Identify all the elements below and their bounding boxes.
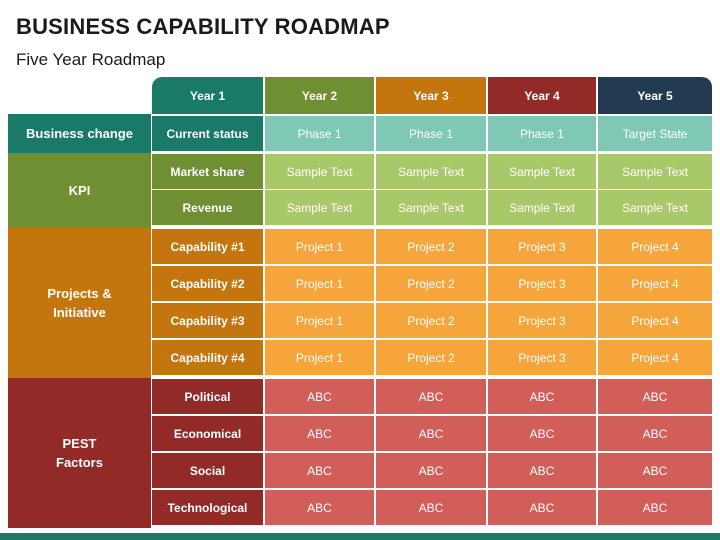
category-business-change: Business change <box>8 114 151 153</box>
cell-revenue-y2: Sample Text <box>265 190 374 225</box>
category-kpi: KPI <box>8 153 151 228</box>
cell-social-y3: ABC <box>376 453 486 488</box>
cell-market-share-y2: Sample Text <box>265 154 374 189</box>
cell-social-y4: ABC <box>488 453 596 488</box>
cell-capability-1-y2: Project 1 <box>265 229 374 264</box>
cell-political-y2: ABC <box>265 379 374 414</box>
year-5-header: Year 5 <box>598 77 712 114</box>
year-4-header: Year 4 <box>488 77 596 114</box>
cell-technological-y5: ABC <box>598 490 712 525</box>
row-label-capability-3: Capability #3 <box>152 303 263 338</box>
cell-capability-3-y4: Project 3 <box>488 303 596 338</box>
row-label-capability-4: Capability #4 <box>152 340 263 375</box>
row-label-current-status: Current status <box>152 116 263 151</box>
row-label-political: Political <box>152 379 263 414</box>
row-label-social: Social <box>152 453 263 488</box>
category-pest-factors: PEST Factors <box>8 378 151 528</box>
cell-capability-3-y5: Project 4 <box>598 303 712 338</box>
cell-economical-y4: ABC <box>488 416 596 451</box>
cell-political-y3: ABC <box>376 379 486 414</box>
cell-technological-y2: ABC <box>265 490 374 525</box>
cell-market-share-y5: Sample Text <box>598 154 712 189</box>
row-label-technological: Technological <box>152 490 263 525</box>
cell-political-y5: ABC <box>598 379 712 414</box>
cell-capability-2-y4: Project 3 <box>488 266 596 301</box>
cell-capability-4-y5: Project 4 <box>598 340 712 375</box>
slide-subtitle: Five Year Roadmap <box>16 50 166 69</box>
bottom-accent-bar <box>0 533 720 540</box>
year-1-header: Year 1 <box>152 77 263 114</box>
cell-technological-y4: ABC <box>488 490 596 525</box>
cell-current-status-y2: Phase 1 <box>265 116 374 151</box>
cell-revenue-y4: Sample Text <box>488 190 596 225</box>
cell-revenue-y5: Sample Text <box>598 190 712 225</box>
row-label-capability-2: Capability #2 <box>152 266 263 301</box>
cell-political-y4: ABC <box>488 379 596 414</box>
cell-capability-4-y3: Project 2 <box>376 340 486 375</box>
cell-capability-3-y3: Project 2 <box>376 303 486 338</box>
year-2-header: Year 2 <box>265 77 374 114</box>
row-label-capability-1: Capability #1 <box>152 229 263 264</box>
slide-title: BUSINESS CAPABILITY ROADMAP <box>16 14 390 39</box>
category-projects-initiative: Projects & Initiative <box>8 228 151 378</box>
cell-capability-3-y2: Project 1 <box>265 303 374 338</box>
cell-social-y5: ABC <box>598 453 712 488</box>
cell-capability-4-y4: Project 3 <box>488 340 596 375</box>
year-3-header: Year 3 <box>376 77 486 114</box>
cell-economical-y2: ABC <box>265 416 374 451</box>
cell-capability-4-y2: Project 1 <box>265 340 374 375</box>
cell-technological-y3: ABC <box>376 490 486 525</box>
cell-capability-1-y4: Project 3 <box>488 229 596 264</box>
row-label-economical: Economical <box>152 416 263 451</box>
cell-revenue-y3: Sample Text <box>376 190 486 225</box>
row-label-revenue: Revenue <box>152 190 263 225</box>
cell-capability-2-y2: Project 1 <box>265 266 374 301</box>
cell-current-status-y5: Target State <box>598 116 712 151</box>
cell-market-share-y3: Sample Text <box>376 154 486 189</box>
cell-economical-y5: ABC <box>598 416 712 451</box>
cell-social-y2: ABC <box>265 453 374 488</box>
cell-economical-y3: ABC <box>376 416 486 451</box>
cell-capability-2-y3: Project 2 <box>376 266 486 301</box>
cell-capability-1-y3: Project 2 <box>376 229 486 264</box>
cell-capability-1-y5: Project 4 <box>598 229 712 264</box>
cell-current-status-y3: Phase 1 <box>376 116 486 151</box>
cell-market-share-y4: Sample Text <box>488 154 596 189</box>
cell-current-status-y4: Phase 1 <box>488 116 596 151</box>
row-label-market-share: Market share <box>152 154 263 189</box>
cell-capability-2-y5: Project 4 <box>598 266 712 301</box>
